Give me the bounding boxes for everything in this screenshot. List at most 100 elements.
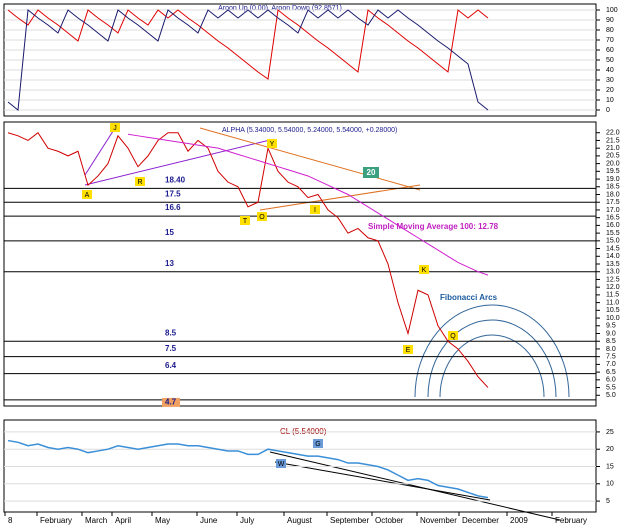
marker-box xyxy=(257,212,267,221)
y-tick-label: 14.5 xyxy=(606,245,620,252)
y-tick-label: 90 xyxy=(606,17,614,24)
series-line xyxy=(7,9,489,80)
y-tick-label: 8.0 xyxy=(606,346,616,353)
y-tick-label: 20.5 xyxy=(606,153,620,160)
marker-box xyxy=(82,190,92,199)
level-label: 17.5 xyxy=(165,189,181,198)
y-tick-label: 100 xyxy=(606,7,618,14)
y-tick-label: 22.0 xyxy=(606,130,620,137)
y-tick-label: 12.0 xyxy=(606,284,620,291)
x-tick-label: April xyxy=(115,516,131,525)
marker-box xyxy=(313,439,323,448)
level-label: 13 xyxy=(165,259,174,268)
marker-box xyxy=(403,345,413,354)
marker-box xyxy=(240,216,250,225)
level-label: 7.5 xyxy=(165,344,177,353)
x-tick-label: July xyxy=(240,516,254,525)
y-tick-label: 18.5 xyxy=(606,184,620,191)
level-label: 18.40 xyxy=(165,175,186,184)
y-tick-label: 20 xyxy=(606,87,614,94)
y-tick-label: 8.5 xyxy=(606,338,616,345)
y-tick-label: 11.0 xyxy=(606,299,619,306)
marker-label: I xyxy=(314,207,316,214)
series-line xyxy=(7,439,489,499)
y-tick-label: 10 xyxy=(606,481,614,488)
level-label: 4.7 xyxy=(165,398,177,407)
x-tick-label: August xyxy=(287,516,313,525)
marker-label: K xyxy=(422,267,427,274)
x-tick-label: September xyxy=(330,516,369,525)
marker-box xyxy=(110,123,120,132)
x-tick-label: November xyxy=(420,516,457,525)
marker-label: O xyxy=(259,214,265,221)
marker-box xyxy=(310,205,320,214)
x-tick-label: June xyxy=(200,516,218,525)
y-tick-label: 15 xyxy=(606,463,614,470)
marker-label: G xyxy=(315,441,320,448)
x-tick-label: February xyxy=(555,516,587,525)
y-tick-label: 19.0 xyxy=(606,176,620,183)
fibonacci-arcs xyxy=(414,304,570,398)
level-label: 6.4 xyxy=(165,361,177,370)
y-tick-label: 80 xyxy=(606,27,614,34)
y-tick-label: 16.0 xyxy=(606,222,620,229)
y-tick-label: 7.5 xyxy=(606,354,616,361)
x-tick-label: October xyxy=(375,516,404,525)
y-tick-label: 60 xyxy=(606,47,614,54)
y-tick-label: 10.0 xyxy=(606,315,620,322)
y-tick-label: 13.0 xyxy=(606,269,620,276)
x-tick-label: March xyxy=(85,516,107,525)
y-tick-label: 21.5 xyxy=(606,137,620,144)
marker-label: T xyxy=(243,218,248,225)
fib-label: Fibonacci Arcs xyxy=(440,293,498,302)
x-tick-label: December xyxy=(462,516,499,525)
y-tick-label: 19.5 xyxy=(606,168,620,175)
count-box xyxy=(363,167,379,178)
marker-box xyxy=(135,177,145,186)
trend-lines xyxy=(84,127,561,521)
y-tick-label: 6.0 xyxy=(606,377,616,384)
y-tick-label: 13.5 xyxy=(606,261,620,268)
x-tick-label: May xyxy=(155,516,170,525)
count-label: 20 xyxy=(367,168,376,177)
y-tick-label: 5.0 xyxy=(606,392,616,399)
price-title: ALPHA (5.34000, 5.54000, 5.24000, 5.5400… xyxy=(222,127,397,134)
y-tick-label: 6.5 xyxy=(606,369,616,376)
marker-label: E xyxy=(406,347,411,354)
y-tick-label: 11.5 xyxy=(606,292,619,299)
marker-label: R xyxy=(137,179,142,186)
y-tick-label: 30 xyxy=(606,77,614,84)
y-tick-label: 50 xyxy=(606,57,614,64)
y-tick-label: 21.0 xyxy=(606,145,620,152)
series-line xyxy=(7,9,489,111)
y-tick-label: 5.5 xyxy=(606,384,616,391)
x-tick-label: February xyxy=(40,516,72,525)
y-tick-label: 18.0 xyxy=(606,191,620,198)
marker-box xyxy=(267,139,277,148)
y-tick-label: 40 xyxy=(606,67,614,74)
marker-label: A xyxy=(85,192,90,199)
y-tick-label: 7.0 xyxy=(606,361,616,368)
y-tick-label: 10 xyxy=(606,97,614,104)
y-tick-label: 9.0 xyxy=(606,330,616,337)
series-line xyxy=(127,133,489,276)
y-tick-label: 15.5 xyxy=(606,230,620,237)
series-line xyxy=(7,131,489,388)
marker-box xyxy=(276,459,286,468)
marker-box xyxy=(419,265,429,274)
y-tick-label: 25 xyxy=(606,429,614,436)
marker-label: Y xyxy=(270,141,275,148)
marker-label: W xyxy=(278,461,285,468)
y-tick-label: 16.5 xyxy=(606,215,620,222)
y-tick-label: 12.5 xyxy=(606,276,620,283)
x-tick-label: 2009 xyxy=(510,516,528,525)
level-label: 16.6 xyxy=(165,203,181,212)
y-tick-label: 5 xyxy=(606,498,610,505)
marker-label: J xyxy=(113,125,117,132)
sma-label: Simple Moving Average 100: 12.78 xyxy=(368,222,499,231)
marker-box xyxy=(448,331,458,340)
level-box xyxy=(162,397,180,407)
y-tick-label: 17.0 xyxy=(606,207,620,214)
y-tick-label: 15.0 xyxy=(606,238,620,245)
